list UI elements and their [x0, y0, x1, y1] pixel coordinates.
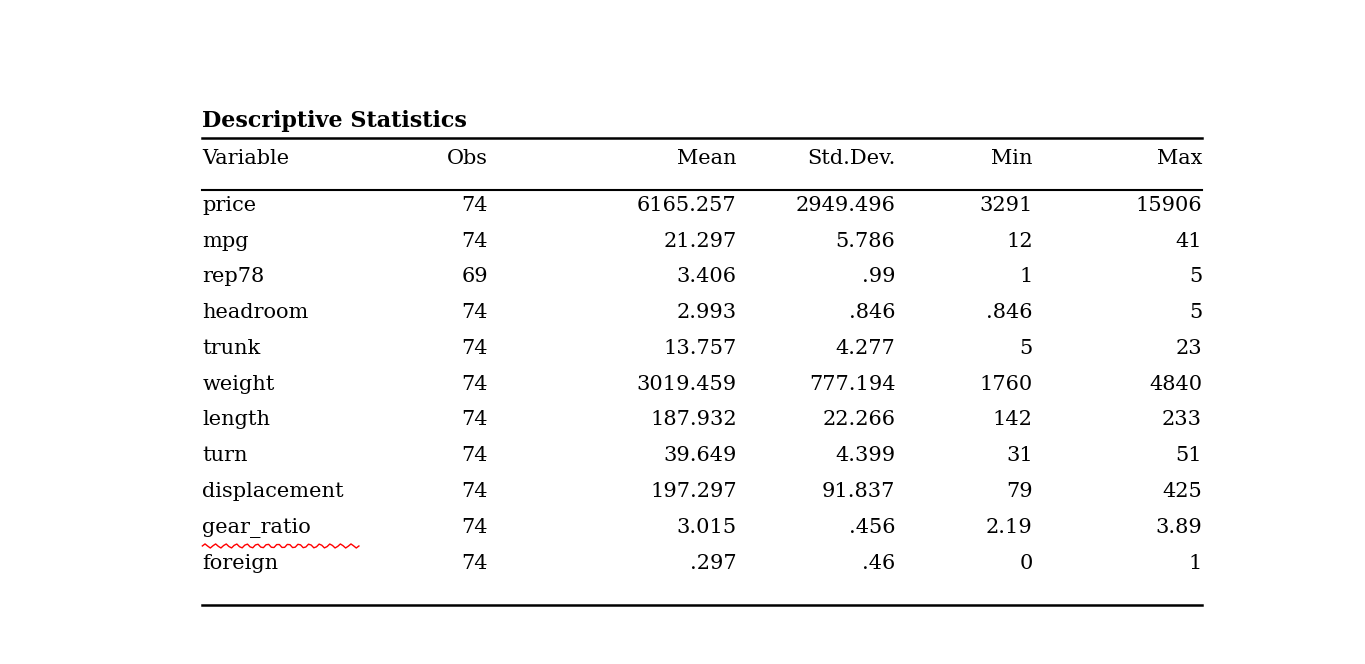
Text: 3.406: 3.406 [677, 268, 737, 286]
Text: 69: 69 [461, 268, 489, 286]
Text: 12: 12 [1006, 232, 1033, 250]
Text: Descriptive Statistics: Descriptive Statistics [202, 110, 467, 132]
Text: 79: 79 [1006, 482, 1033, 501]
Text: 74: 74 [461, 196, 489, 214]
Text: 2.19: 2.19 [986, 518, 1033, 537]
Text: 13.757: 13.757 [663, 339, 737, 358]
Text: headroom: headroom [202, 303, 308, 322]
Text: 6165.257: 6165.257 [637, 196, 737, 214]
Text: 2.993: 2.993 [677, 303, 737, 322]
Text: 3019.459: 3019.459 [636, 374, 737, 394]
Text: 74: 74 [461, 374, 489, 394]
Text: .846: .846 [987, 303, 1033, 322]
Text: Obs: Obs [446, 149, 489, 168]
Text: rep78: rep78 [202, 268, 265, 286]
Text: 1: 1 [1189, 554, 1203, 572]
Text: turn: turn [202, 446, 248, 465]
Text: length: length [202, 410, 270, 430]
Text: 5: 5 [1020, 339, 1033, 358]
Text: 74: 74 [461, 554, 489, 572]
Text: .846: .846 [849, 303, 895, 322]
Text: 777.194: 777.194 [809, 374, 895, 394]
Text: .456: .456 [849, 518, 895, 537]
Text: 74: 74 [461, 232, 489, 250]
Text: 51: 51 [1175, 446, 1203, 465]
Text: Max: Max [1156, 149, 1203, 168]
Text: mpg: mpg [202, 232, 248, 250]
Text: .99: .99 [861, 268, 895, 286]
Text: 4840: 4840 [1149, 374, 1203, 394]
Text: 1760: 1760 [980, 374, 1033, 394]
Text: 1: 1 [1020, 268, 1033, 286]
Text: 74: 74 [461, 303, 489, 322]
Text: 91.837: 91.837 [822, 482, 895, 501]
Text: 74: 74 [461, 446, 489, 465]
Text: Mean: Mean [677, 149, 737, 168]
Text: Min: Min [991, 149, 1033, 168]
Text: 187.932: 187.932 [650, 410, 737, 430]
Text: 74: 74 [461, 482, 489, 501]
Text: 41: 41 [1175, 232, 1203, 250]
Text: 5: 5 [1189, 303, 1203, 322]
Text: 39.649: 39.649 [663, 446, 737, 465]
Text: 3.89: 3.89 [1155, 518, 1203, 537]
Text: .297: .297 [689, 554, 737, 572]
Text: trunk: trunk [202, 339, 261, 358]
Text: 197.297: 197.297 [650, 482, 737, 501]
Text: gear_ratio: gear_ratio [202, 518, 311, 538]
Text: 21.297: 21.297 [663, 232, 737, 250]
Text: 5.786: 5.786 [835, 232, 895, 250]
Text: 4.277: 4.277 [835, 339, 895, 358]
Text: 3.015: 3.015 [677, 518, 737, 537]
Text: 142: 142 [992, 410, 1033, 430]
Text: 22.266: 22.266 [822, 410, 895, 430]
Text: 3291: 3291 [980, 196, 1033, 214]
Text: 0: 0 [1020, 554, 1033, 572]
Text: 74: 74 [461, 339, 489, 358]
Text: 31: 31 [1006, 446, 1033, 465]
Text: 74: 74 [461, 518, 489, 537]
Text: Std.Dev.: Std.Dev. [807, 149, 895, 168]
Text: 233: 233 [1162, 410, 1203, 430]
Text: .46: .46 [863, 554, 895, 572]
Text: 74: 74 [461, 410, 489, 430]
Text: price: price [202, 196, 257, 214]
Text: displacement: displacement [202, 482, 344, 501]
Text: 2949.496: 2949.496 [796, 196, 895, 214]
Text: Variable: Variable [202, 149, 289, 168]
Text: weight: weight [202, 374, 274, 394]
Text: 4.399: 4.399 [835, 446, 895, 465]
Text: 23: 23 [1175, 339, 1203, 358]
Text: foreign: foreign [202, 554, 278, 572]
Text: 425: 425 [1163, 482, 1203, 501]
Text: 5: 5 [1189, 268, 1203, 286]
Text: 15906: 15906 [1136, 196, 1203, 214]
